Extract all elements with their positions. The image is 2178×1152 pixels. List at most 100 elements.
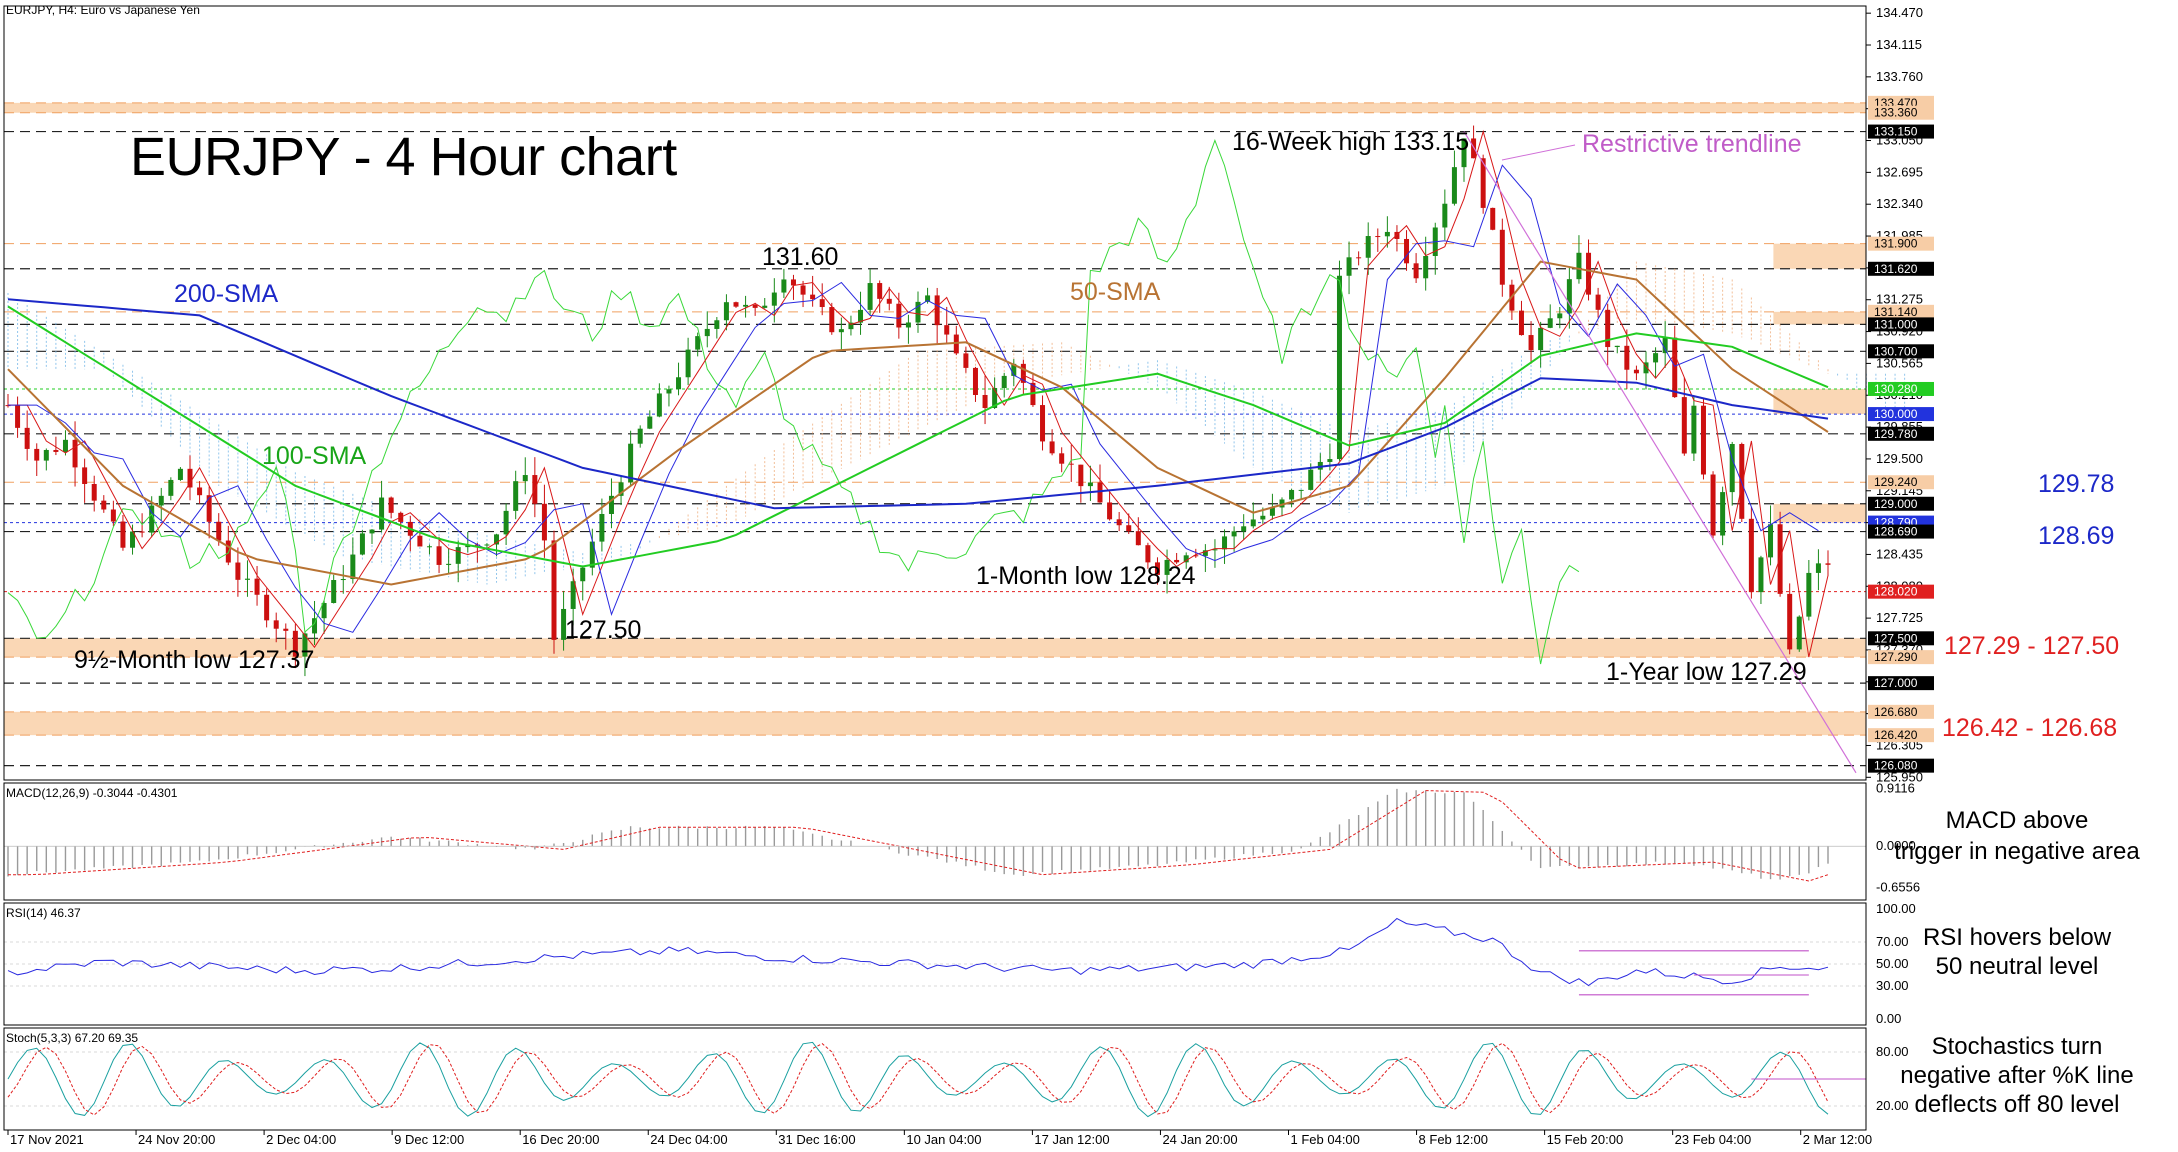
price-tag-label: 130.700	[1874, 344, 1918, 358]
candle-body	[580, 567, 586, 582]
price-tag-label: 131.140	[1874, 305, 1918, 319]
price-tag-label: 128.020	[1874, 585, 1918, 599]
candle-body	[379, 497, 385, 530]
candle-body	[1126, 525, 1132, 532]
price-tag-box	[1868, 496, 1934, 511]
candle-body	[676, 377, 682, 390]
candle-body	[1011, 363, 1017, 376]
time-tick-label: 24 Jan 20:00	[1162, 1132, 1237, 1147]
candle-body	[1614, 345, 1620, 348]
candle-body	[1768, 524, 1774, 558]
candle-body	[244, 578, 250, 580]
time-tick-label: 8 Feb 12:00	[1419, 1132, 1488, 1147]
stoch-note-3: deflects off 80 level	[1914, 1091, 2119, 1118]
price-tag-box	[1868, 728, 1934, 743]
candle-body	[254, 578, 260, 595]
stoch-d-line	[7, 1042, 1829, 1116]
candle-body	[608, 495, 614, 514]
candle-body	[1049, 441, 1055, 454]
candle-body	[790, 279, 796, 286]
candle-body	[484, 544, 490, 546]
candle-body	[1107, 502, 1113, 520]
candle-body	[1212, 549, 1218, 551]
candle-body	[953, 334, 959, 354]
candle-body	[666, 389, 672, 394]
price-tag-box	[1868, 758, 1934, 773]
annotation-label: 127.50	[565, 616, 641, 644]
price-tag-label: 133.150	[1874, 125, 1918, 139]
candle-body	[34, 448, 40, 461]
candle-body	[1394, 231, 1400, 239]
candle-body	[15, 405, 21, 428]
price-tag-label: 128.690	[1874, 525, 1918, 539]
candle-body	[1250, 519, 1256, 527]
candle-body	[264, 594, 270, 621]
candle-body	[867, 283, 873, 310]
candle-body	[1154, 562, 1160, 575]
candle-body	[1566, 279, 1572, 314]
macd-tick-label: -0.6556	[1876, 880, 1920, 895]
time-tick-label: 31 Dec 16:00	[778, 1132, 855, 1147]
price-tag-label: 126.420	[1874, 728, 1918, 742]
price-tag-box	[1868, 704, 1934, 719]
candle-body	[503, 510, 509, 535]
candle-body	[72, 439, 78, 468]
base-line	[8, 164, 1819, 633]
candle-body	[685, 349, 691, 378]
candle-body	[110, 509, 116, 522]
candle-body	[1557, 313, 1563, 319]
price-tag-box	[1868, 124, 1934, 139]
time-tick-label: 15 Feb 20:00	[1547, 1132, 1624, 1147]
stoch-k-line	[7, 1041, 1829, 1118]
candle-body	[1720, 492, 1726, 536]
candle-body	[168, 479, 174, 496]
candle-body	[1375, 236, 1381, 238]
price-tag-box	[1868, 650, 1934, 665]
candle-body	[1748, 518, 1754, 593]
price-tick-label: 133.760	[1876, 69, 1923, 84]
candle-body	[24, 427, 30, 449]
candle-body	[130, 531, 136, 548]
candle-body	[848, 322, 854, 330]
candle-body	[695, 336, 701, 350]
candle-body	[1662, 337, 1668, 354]
candle-body	[417, 535, 423, 547]
candle-body	[1547, 318, 1553, 328]
candle-body	[628, 443, 634, 483]
time-tick-label: 9 Dec 12:00	[394, 1132, 464, 1147]
sma200-line	[7, 298, 1829, 510]
candle-body	[82, 467, 88, 485]
candle-body	[513, 481, 519, 511]
rsi-tick-label: 70.00	[1876, 934, 1909, 949]
candle-body	[1145, 545, 1151, 563]
price-tag-box	[1868, 676, 1934, 691]
candle-body	[436, 546, 442, 565]
macd-signal-line	[8, 790, 1829, 882]
candle-body	[1193, 555, 1199, 557]
candle-body	[1222, 536, 1228, 550]
candle-body	[1490, 207, 1496, 230]
stoch-note-2: negative after %K line	[1900, 1062, 2133, 1089]
rsi-label: RSI(14) 46.37	[6, 906, 81, 920]
candle-body	[838, 329, 844, 333]
candle-body	[1423, 256, 1429, 279]
candle-body	[1528, 335, 1534, 351]
candle-body	[1135, 531, 1141, 546]
annotation-label: 1-Year low 127.29	[1606, 658, 1807, 686]
price-tag-label: 131.900	[1874, 237, 1918, 251]
candle-body	[1078, 464, 1084, 487]
candle-body	[177, 468, 183, 480]
candle-body	[647, 416, 653, 429]
price-tag-box	[1868, 261, 1934, 276]
candle-body	[1260, 515, 1266, 520]
candle-body	[1087, 482, 1093, 487]
stoch-label: Stoch(5,3,3) 67.20 69.35	[6, 1031, 138, 1045]
candle-body	[283, 628, 289, 631]
candle-body	[53, 449, 59, 452]
candle-body	[1269, 507, 1275, 516]
annotation-label: 128.69	[2038, 522, 2114, 550]
panel-frame	[3, 1027, 1867, 1131]
candle-body	[1404, 238, 1410, 264]
candle-body	[1576, 252, 1582, 280]
candle-body	[1806, 572, 1812, 617]
